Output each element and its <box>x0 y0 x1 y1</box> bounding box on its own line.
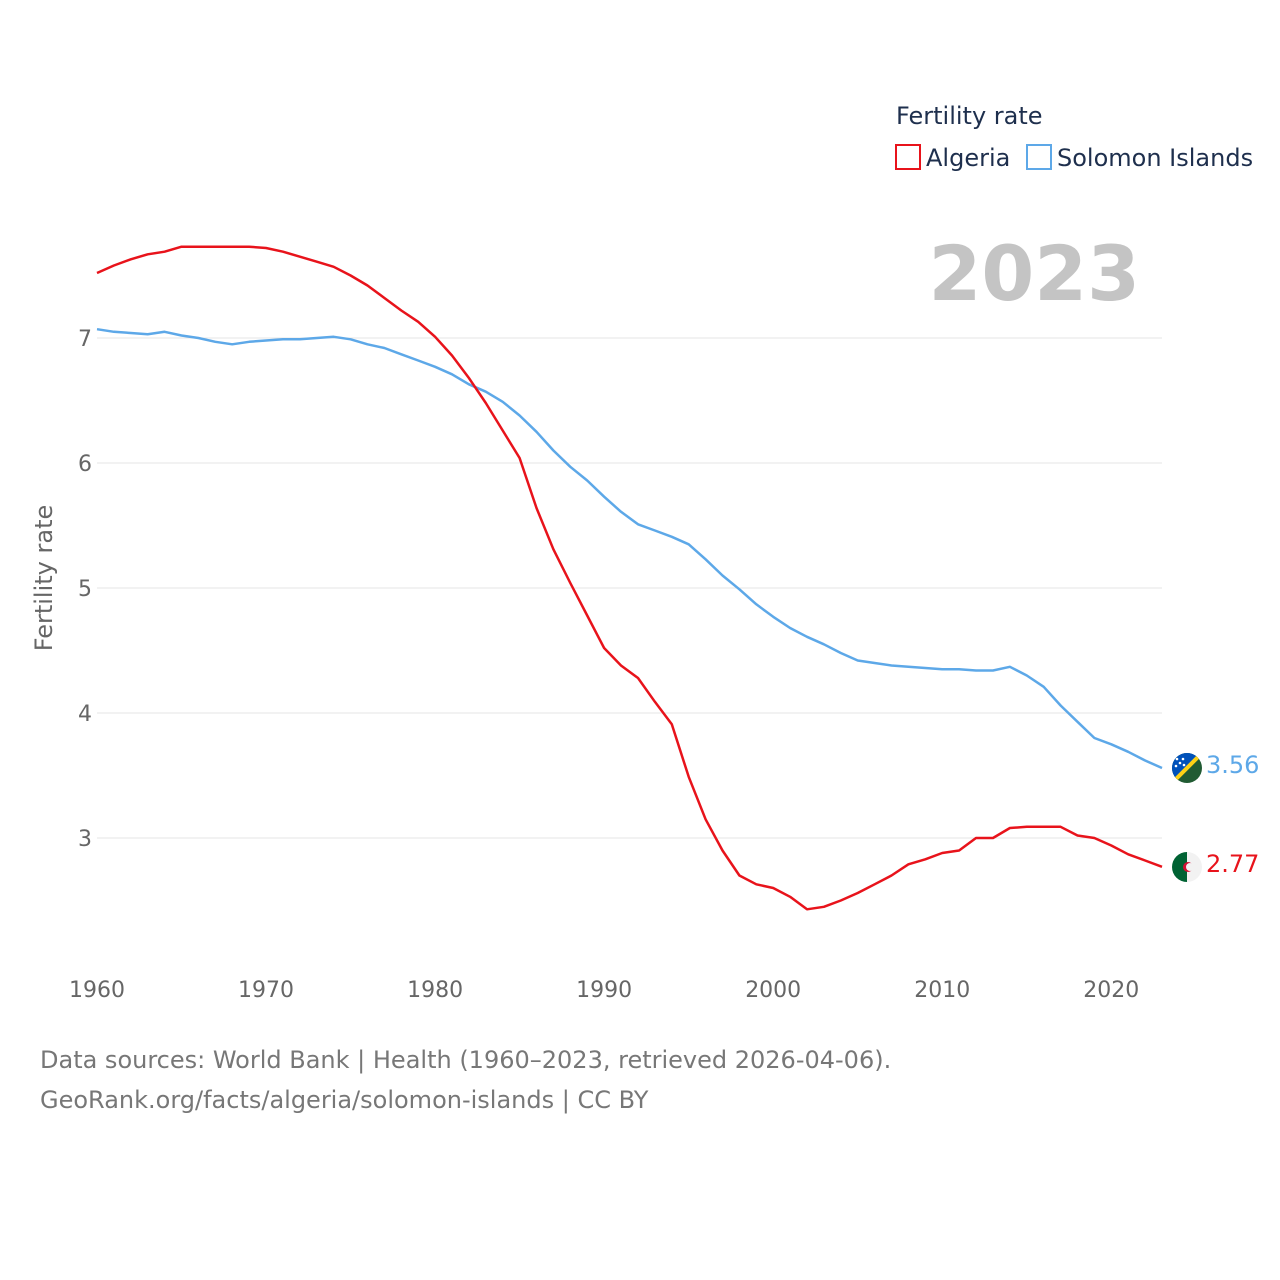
source-line-1: Data sources: World Bank | Health (1960–… <box>40 1046 891 1074</box>
legend: Fertility rate Algeria Solomon Islands <box>895 102 1253 172</box>
legend-item-solomon-islands[interactable]: Solomon Islands <box>1026 144 1253 172</box>
y-axis-title: Fertility rate <box>30 505 58 652</box>
legend-swatch-solomon-islands <box>1026 144 1052 170</box>
y-tick-label-4: 4 <box>78 702 92 727</box>
x-tick-label-1990: 1990 <box>576 978 632 1003</box>
legend-swatch-algeria <box>895 144 921 170</box>
legend-title: Fertility rate <box>896 102 1043 130</box>
y-axis-ticks: 3 4 5 6 7 <box>78 327 92 852</box>
end-value-solomon-islands: 3.56 <box>1206 751 1259 779</box>
end-value-algeria: 2.77 <box>1206 850 1259 878</box>
legend-label-solomon-islands: Solomon Islands <box>1057 144 1253 172</box>
x-tick-label-2000: 2000 <box>745 978 801 1003</box>
series-lines <box>96 245 1163 911</box>
x-tick-label-2020: 2020 <box>1083 978 1139 1003</box>
y-tick-label-5: 5 <box>78 577 92 602</box>
x-tick-label-1970: 1970 <box>238 978 294 1003</box>
legend-label-algeria: Algeria <box>926 144 1010 172</box>
source-line-2[interactable]: GeoRank.org/facts/algeria/solomon-island… <box>40 1086 649 1114</box>
algeria-flag-icon <box>1172 852 1202 882</box>
x-axis-ticks: 1960 1970 1980 1990 2000 2010 2020 <box>69 978 1139 1003</box>
y-tick-label-3: 3 <box>78 827 92 852</box>
series-line-solomon-islands[interactable] <box>96 327 1163 770</box>
solomon-islands-flag-icon <box>1172 753 1202 783</box>
gridlines <box>97 337 1162 839</box>
x-tick-label-1980: 1980 <box>407 978 463 1003</box>
legend-item-algeria[interactable]: Algeria <box>895 144 1010 172</box>
y-tick-label-6: 6 <box>78 452 92 477</box>
y-tick-label-7: 7 <box>78 327 92 352</box>
x-tick-label-1960: 1960 <box>69 978 125 1003</box>
year-label: 2023 <box>928 229 1140 318</box>
x-tick-label-2010: 2010 <box>914 978 970 1003</box>
series-line-algeria[interactable] <box>96 245 1163 911</box>
